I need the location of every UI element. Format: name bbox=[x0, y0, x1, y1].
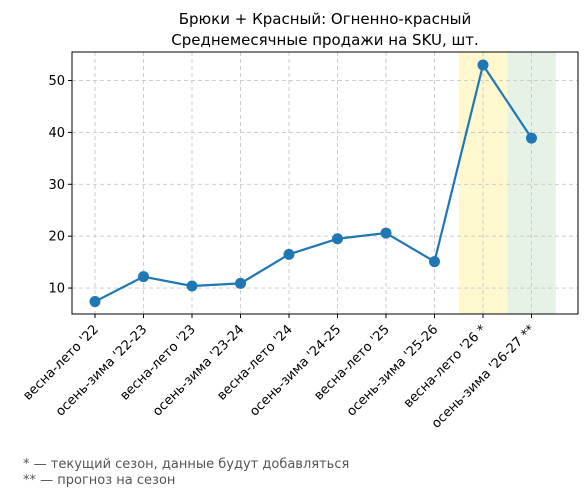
y-axis: 10 20 30 40 50 bbox=[48, 74, 72, 297]
footnote-forecast: ** — прогноз на сезон bbox=[23, 473, 176, 488]
series-line bbox=[94, 63, 533, 303]
x-tick-label: осень-зима '24-25 bbox=[247, 322, 344, 419]
y-tick-label: 10 bbox=[48, 282, 65, 297]
data-point bbox=[283, 248, 295, 260]
y-tick-label: 50 bbox=[48, 74, 65, 89]
data-point bbox=[429, 256, 440, 268]
chart-title-line-2: Среднемесячные продажи на SKU, шт. bbox=[171, 31, 479, 49]
data-point bbox=[526, 132, 537, 144]
data-point bbox=[235, 277, 246, 289]
data-point bbox=[332, 233, 343, 245]
plot-frame bbox=[71, 51, 579, 315]
highlight-band-2 bbox=[507, 52, 556, 314]
y-tick-label: 20 bbox=[48, 230, 65, 245]
data-point bbox=[138, 271, 149, 283]
x-tick-label: осень-зима '23-24 bbox=[150, 322, 247, 419]
data-point bbox=[89, 296, 101, 308]
season-highlight-bands bbox=[458, 52, 556, 314]
y-tick-label: 40 bbox=[48, 126, 65, 141]
data-points bbox=[89, 59, 537, 308]
x-tick-label: осень-зима '22-23 bbox=[53, 322, 150, 419]
chart-title-line-1: Брюки + Красный: Огненно-красный bbox=[179, 10, 472, 28]
data-point bbox=[186, 280, 198, 292]
data-point bbox=[477, 59, 489, 71]
x-tick-label: весна-лето '26 * bbox=[401, 322, 490, 411]
grid-lines bbox=[72, 52, 578, 314]
data-point bbox=[380, 227, 392, 239]
x-tick-label: осень-зима '25-26 bbox=[344, 322, 441, 419]
y-tick-label: 30 bbox=[48, 178, 65, 193]
footnote-current-season: * — текущий сезон, данные будут добавлят… bbox=[23, 457, 350, 472]
